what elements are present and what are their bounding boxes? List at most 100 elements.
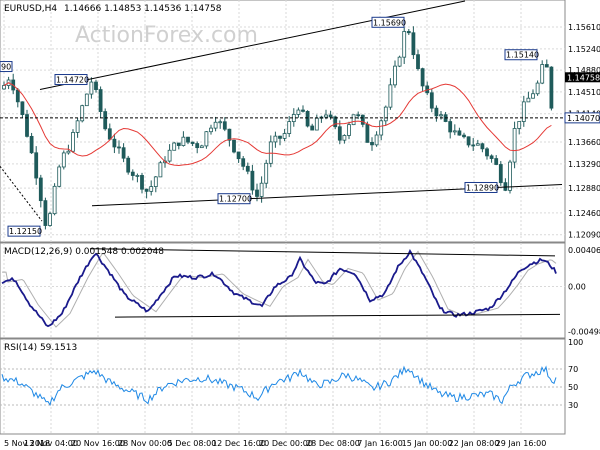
candle-body [305,110,310,127]
candle-body [75,120,80,133]
candle-body [324,114,328,118]
candle-body [314,117,319,131]
price-annotation: 1.12700 [219,195,252,204]
candle-body [107,128,112,140]
price-tick-label: 1.13660 [568,138,600,147]
candle-body [452,130,457,133]
candle-body [89,81,94,95]
candle-body [503,182,508,191]
candle-body [84,93,89,107]
candle-body [471,144,476,147]
rsi-layer [1,365,557,407]
candle-body [489,155,494,159]
macd-lower-trendline [114,313,561,318]
candle-body [20,101,25,115]
price-annotation-box [54,74,88,86]
candle-body [328,114,333,118]
candle-body [195,143,200,149]
candle-body [130,171,135,176]
candle-body [34,152,39,179]
price-tick-label: 1.12460 [568,209,600,218]
rsi-tick-label: 70 [568,365,578,374]
x-tick-label: 20 Nov 16:00 [71,439,125,448]
price-annotation: 1.14720 [56,76,89,85]
x-tick-label: 15 Jan 00:00 [402,439,453,448]
candle-body [544,64,549,68]
candle-body [61,152,66,168]
candle-body [356,114,361,117]
price-tick-label: 1.14880 [568,66,600,75]
x-tick-label: 22 Jan 08:00 [449,439,500,448]
candle-body [144,188,149,192]
candle-body [393,65,397,86]
candle-body [29,135,34,154]
candle-body [259,182,264,197]
candle-body [112,138,117,148]
x-tick-label: 7 Jan 16:00 [357,439,403,448]
candle-body [370,142,374,146]
price-tick-label: 1.15610 [568,23,600,32]
candle-body [416,54,420,70]
x-tick-label: 29 Jan 16:00 [496,439,547,448]
candle-body [466,136,471,146]
candle-body [43,200,48,226]
candle-body [512,128,517,163]
candle-body [38,177,43,202]
price-tick-label: 1.14510 [568,88,600,97]
candle-body [2,85,6,90]
candle-body [52,185,57,215]
rsi-title: RSI(14) 59.1513 [4,343,77,353]
candle-body [241,158,246,167]
candle-body [15,89,20,103]
candle-body [521,101,526,122]
candle-body [273,135,278,143]
current-price-box [565,72,600,83]
candle-body [80,105,85,122]
current-price-label: 1.14758 [567,73,600,82]
macd-upper-trendline [89,248,556,257]
candle-body [66,150,71,154]
candle-body [135,175,140,177]
candle-body [457,130,462,136]
candle-body [480,143,485,150]
candle-body [126,157,131,173]
candle-body [250,170,255,191]
candle-body [411,32,416,56]
x-tick-label: 12 Dec 16:00 [212,439,266,448]
candle-body [337,126,342,141]
candle-body [48,213,52,226]
watermark: ActionForex.com [75,23,258,48]
price-tick-label: 1.15240 [568,45,600,54]
moving-average-line [3,82,552,167]
price-annotation-box [217,193,251,205]
price-annotation: 1.15690 [373,18,406,27]
candle-body [379,120,384,136]
candle-body [508,161,512,191]
candle-body [420,68,425,87]
ohlc-label: 1.14666 1.14853 1.14536 1.14758 [64,4,222,14]
x-tick-label: 5 Nov 2018 [4,439,50,448]
candle-body [301,109,305,112]
candle-body [278,135,282,139]
price-annotation-box [371,16,405,28]
rsi-tick-label: 30 [568,401,578,410]
candle-body [186,136,190,143]
x-tick-label: 28 Dec 08:00 [306,439,360,448]
macd-panel-border [0,242,566,339]
x-tick-label: 13 Nov 04:00 [24,439,78,448]
price-layer: 1.15690 1.15140 1.14720 90 1.12700 1.12150 1.1… [0,0,565,237]
price-annotation: 90 [1,63,11,72]
candle-body [222,121,227,130]
candle-body [282,133,287,139]
level-label: 1.14070 [567,114,600,123]
candle-body [365,123,370,143]
candle-body [190,141,195,144]
candle-body [351,114,356,126]
price-annotation: 1.15140 [506,51,539,60]
candle-body [549,66,554,109]
candle-body [531,93,535,99]
candle-body [383,106,388,122]
macd-line [1,248,557,328]
candle-body [333,116,338,128]
